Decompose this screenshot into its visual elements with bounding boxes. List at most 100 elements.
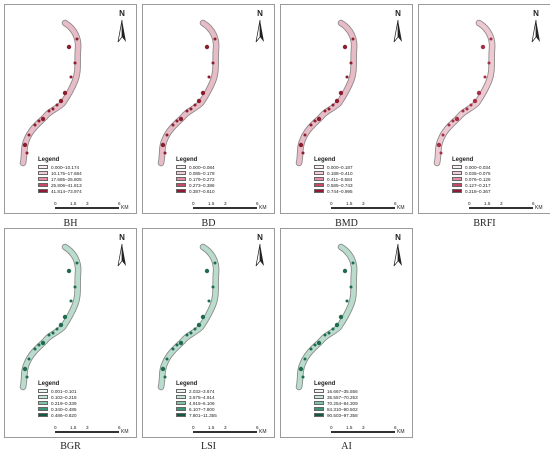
legend-title: Legend: [38, 381, 60, 387]
high-value-patch: [351, 37, 355, 41]
scale-tick-label: 0: [468, 201, 471, 206]
legend-swatch: [452, 171, 462, 175]
legend-title: Legend: [176, 157, 198, 163]
legend-label: 2.032–3.674: [189, 388, 215, 394]
scale-tick-label: 0: [54, 201, 57, 206]
scale-segment: [55, 207, 71, 209]
high-value-patch: [33, 347, 37, 351]
scale-tick-label: 1.5: [70, 201, 77, 206]
legend-row: 25.806–41.813: [38, 182, 134, 188]
north-arrow-icon: N: [390, 9, 406, 47]
scale-tick-label: 1.5: [484, 201, 491, 206]
scale-segment: [193, 431, 209, 433]
legend-swatch: [38, 183, 48, 187]
legend-row: 0.085–0.178: [176, 170, 272, 176]
high-value-patch: [207, 299, 211, 303]
panel-caption: LSI: [201, 441, 216, 452]
legend-title: Legend: [314, 381, 336, 387]
legend-swatch: [176, 183, 186, 187]
scale-tick-label: 6: [256, 425, 259, 430]
scale-unit: KM: [259, 205, 267, 211]
panel-caption: BGR: [60, 441, 81, 452]
legend: Legend 0.000–0.084 0.085–0.178 0.179–0.272 0…: [176, 157, 272, 194]
high-value-patch: [472, 98, 478, 104]
scale-tick-label: 1.5: [208, 425, 215, 430]
legend-row: 0.340–0.485: [38, 406, 134, 412]
scale-tick-label: 3: [362, 425, 365, 430]
high-value-patch: [298, 366, 304, 372]
scale-tick-label: 0: [192, 201, 195, 206]
high-value-patch: [301, 151, 305, 155]
legend-title: Legend: [314, 157, 336, 163]
river-map: [19, 19, 82, 167]
scale-segment: [87, 207, 119, 209]
high-value-patch: [207, 75, 211, 79]
high-value-patch: [200, 90, 206, 96]
scale-tick-label: 6: [394, 201, 397, 206]
high-value-patch: [22, 142, 28, 148]
legend-title: Legend: [38, 157, 60, 163]
high-value-patch: [171, 347, 175, 351]
scale-segment: [331, 431, 347, 433]
legend-swatch: [452, 183, 462, 187]
scale-unit: KM: [259, 429, 267, 435]
legend-label: 84.310–90.502: [327, 406, 358, 412]
legend-label: 0.102–0.218: [51, 394, 77, 400]
legend-row: 0.000–0.034: [452, 164, 548, 170]
scale-tick-label: 0: [192, 425, 195, 430]
legend-label: 0.218–0.367: [465, 188, 491, 194]
legend-label: 0.000–0.084: [189, 164, 215, 170]
high-value-patch: [69, 75, 73, 79]
high-value-patch: [327, 107, 331, 111]
high-value-patch: [338, 314, 344, 320]
legend-swatch: [176, 389, 186, 393]
legend-title: Legend: [176, 381, 198, 387]
scale-tick-label: 0: [54, 425, 57, 430]
scale-segment: [55, 431, 71, 433]
scale-tick-label: 3: [362, 201, 365, 206]
legend-row: 0.000–0.084: [176, 164, 272, 170]
high-value-patch: [323, 333, 327, 337]
legend-swatch: [314, 171, 324, 175]
legend-swatch: [176, 165, 186, 169]
panel-caption: BRFI: [473, 218, 496, 229]
scale-tick-label: 1.5: [346, 425, 353, 430]
legend-swatch: [314, 165, 324, 169]
legend-label: 0.387–0.610: [189, 188, 215, 194]
high-value-patch: [469, 103, 473, 107]
high-value-patch: [27, 357, 31, 361]
legend-label: 0.273–0.386: [189, 182, 215, 188]
legend-label: 0.219–0.339: [51, 400, 77, 406]
scale-segment: [347, 207, 363, 209]
high-value-patch: [185, 109, 189, 113]
high-value-patch: [40, 340, 46, 346]
map-panel-brfi: N Legend 0.000–0.034 0.035–0.075 0.076–0.126…: [418, 4, 550, 214]
north-arrow-icon: N: [528, 9, 544, 47]
river-map: [433, 19, 496, 167]
scale-segment: [209, 431, 225, 433]
legend-row: 0.273–0.386: [176, 182, 272, 188]
high-value-patch: [461, 109, 465, 113]
scale-segment: [225, 207, 257, 209]
high-value-patch: [69, 299, 73, 303]
legend-label: 6.107–7.800: [189, 406, 215, 412]
legend-label: 17.685–25.805: [51, 176, 82, 182]
high-value-patch: [441, 133, 445, 137]
scale-bar: 0 1.5 3 6 KM: [330, 201, 411, 211]
high-value-patch: [204, 44, 210, 50]
high-value-patch: [213, 37, 217, 41]
map-panel-lsi: N Legend 2.032–3.674 3.675–4.914 4.915–6.106…: [142, 228, 275, 438]
legend-row: 0.000–0.187: [314, 164, 410, 170]
high-value-patch: [66, 268, 72, 274]
river-channel: [296, 20, 357, 166]
high-value-patch: [175, 343, 179, 347]
scale-tick-label: 6: [256, 201, 259, 206]
legend-label: 90.503–97.358: [327, 412, 358, 418]
river-channel: [158, 244, 219, 390]
high-value-patch: [160, 142, 166, 148]
legend: Legend 2.032–3.674 3.675–4.914 4.915–6.106 6…: [176, 381, 272, 418]
scale-tick-label: 6: [118, 425, 121, 430]
scale-tick-label: 3: [86, 201, 89, 206]
high-value-patch: [454, 116, 460, 122]
high-value-patch: [483, 75, 487, 79]
